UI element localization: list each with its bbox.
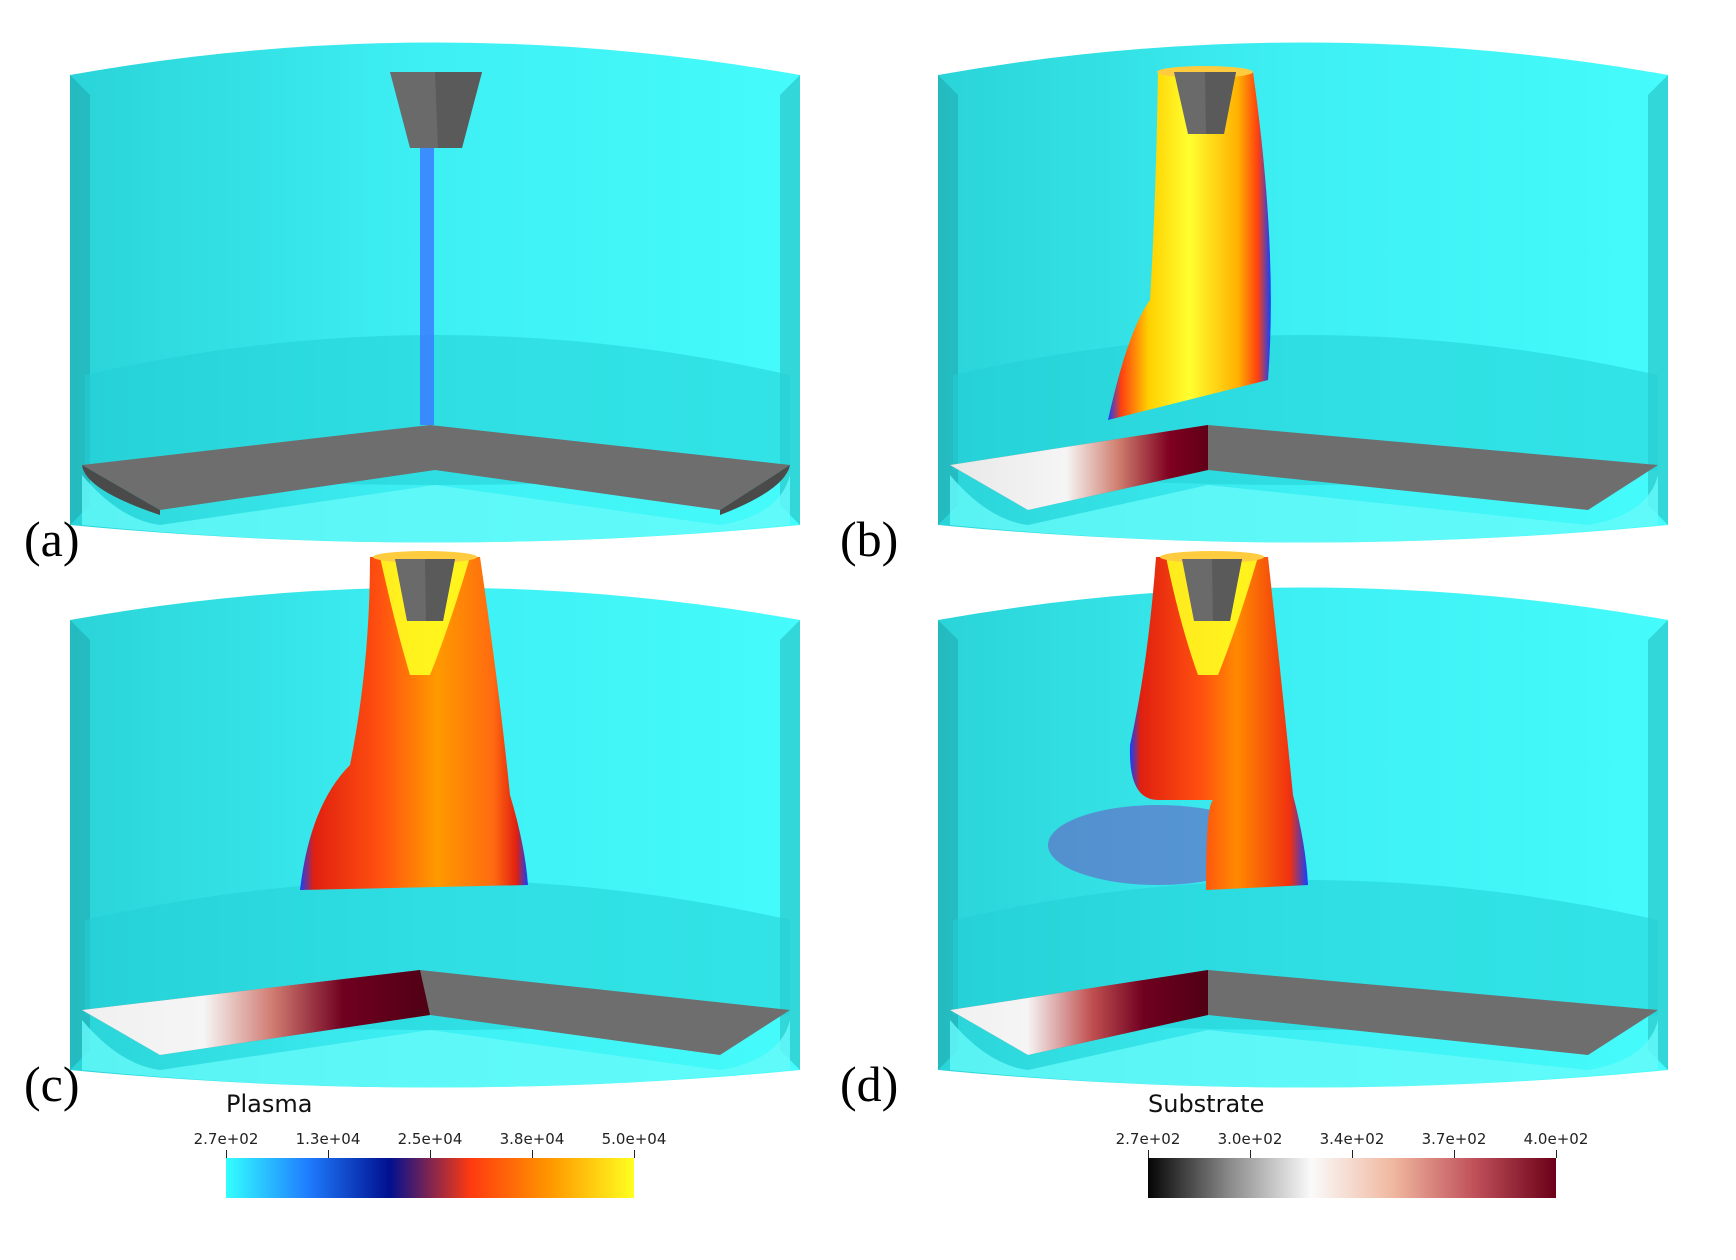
plasma-filament xyxy=(420,145,434,425)
plasma-tick-label: 1.3e+04 xyxy=(295,1130,361,1148)
plasma-tick-mark xyxy=(328,1150,329,1158)
plasma-plume xyxy=(1129,557,1308,890)
panel-label-c: (c) xyxy=(24,1056,80,1112)
substrate-tick-mark xyxy=(1454,1150,1455,1158)
substrate-tick-label: 3.4e+02 xyxy=(1319,1130,1385,1148)
substrate-tick-label: 3.7e+02 xyxy=(1421,1130,1487,1148)
plasma-tick-mark xyxy=(634,1150,635,1158)
substrate-gradient-bar xyxy=(1148,1158,1556,1198)
substrate-tick-mark xyxy=(1250,1150,1251,1158)
plasma-gradient-bar xyxy=(226,1158,634,1198)
plasma-tick-mark xyxy=(430,1150,431,1158)
substrate-colorbar-title: Substrate xyxy=(1148,1090,1265,1118)
plasma-plume xyxy=(1108,72,1271,420)
substrate-tick-label: 4.0e+02 xyxy=(1523,1130,1589,1148)
substrate-tick-label: 2.7e+02 xyxy=(1115,1130,1181,1148)
plasma-colorbar: Plasma 2.7e+02 1.3e+04 2.5e+04 3.8e+04 5… xyxy=(194,1090,666,1220)
plasma-tick-label: 3.8e+04 xyxy=(499,1130,565,1148)
panel-c: (c) xyxy=(0,545,868,1112)
plasma-tick-label: 5.0e+04 xyxy=(601,1130,667,1148)
panel-label-d: (d) xyxy=(840,1056,899,1112)
panel-label-a: (a) xyxy=(24,511,80,567)
substrate-plate xyxy=(82,425,790,510)
substrate-heated xyxy=(82,970,430,1055)
panel-a-scene xyxy=(70,42,800,543)
panel-d-scene xyxy=(938,551,1668,1088)
plasma-tick-mark xyxy=(226,1150,227,1158)
plasma-tick-label: 2.5e+04 xyxy=(397,1130,463,1148)
substrate-tick-mark xyxy=(1352,1150,1353,1158)
panel-label-b: (b) xyxy=(840,511,899,567)
substrate-heated xyxy=(950,425,1208,510)
plasma-plume xyxy=(300,557,528,890)
substrate-tick-mark xyxy=(1148,1150,1149,1158)
substrate-colorbar: Substrate 2.7e+02 3.0e+02 3.4e+02 3.7e+0… xyxy=(1116,1090,1588,1220)
panel-b: (b) xyxy=(840,0,1736,567)
substrate-heated xyxy=(950,970,1208,1055)
substrate-tick-mark xyxy=(1556,1150,1557,1158)
substrate-tick-label: 3.0e+02 xyxy=(1217,1130,1283,1148)
plasma-colorbar-title: Plasma xyxy=(226,1090,313,1118)
panel-a: (a) xyxy=(0,0,868,567)
panel-d: (d) xyxy=(840,545,1736,1112)
plasma-tick-label: 2.7e+02 xyxy=(193,1130,259,1148)
cylinder-base xyxy=(82,475,790,543)
panel-b-scene xyxy=(938,42,1668,543)
panel-c-scene xyxy=(70,551,800,1088)
plasma-tick-mark xyxy=(532,1150,533,1158)
